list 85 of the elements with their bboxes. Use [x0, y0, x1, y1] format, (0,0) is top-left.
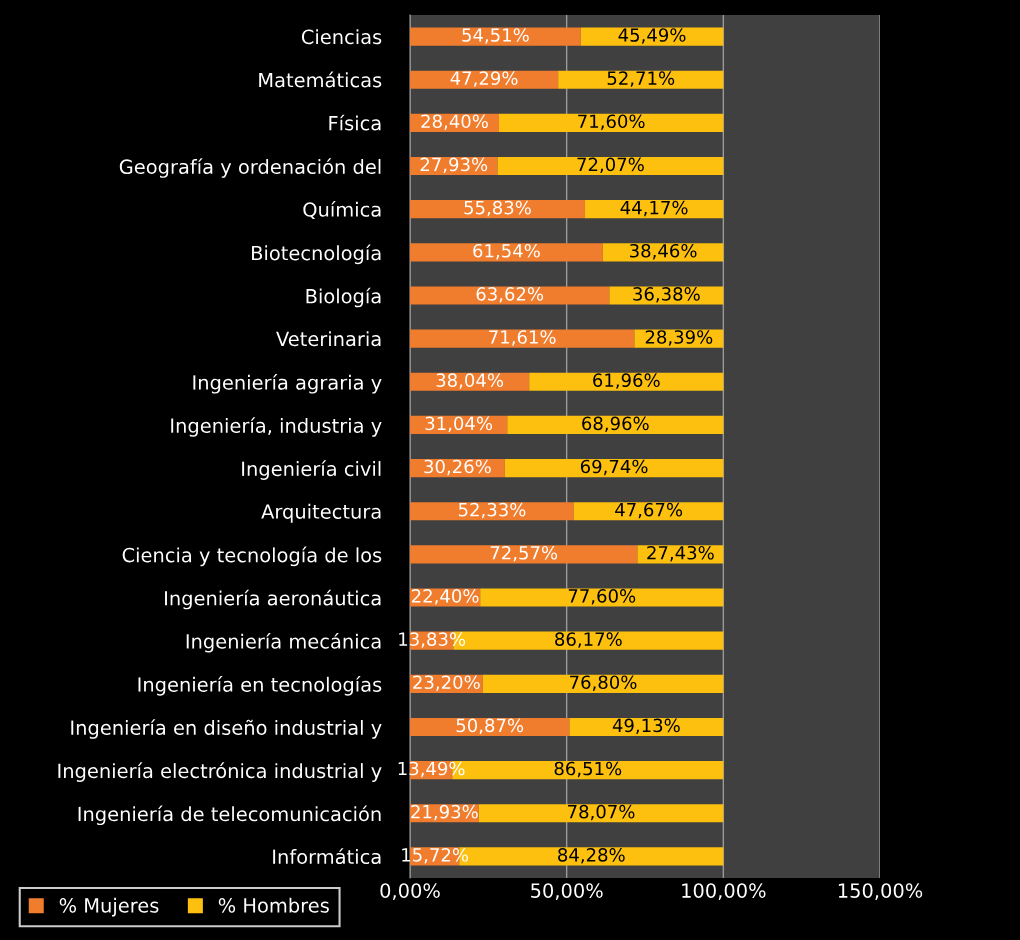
data-label: 47,29%	[450, 71, 518, 87]
y-tick-label: Ingeniería, industria y	[171, 417, 382, 437]
data-label: 86,51%	[554, 761, 622, 778]
data-label: 61,96%	[593, 373, 660, 389]
data-label: 45,49%	[618, 28, 686, 44]
bar	[410, 502, 574, 521]
y-tick-label: Ingeniería aeronáutica	[165, 589, 381, 610]
data-label: 52,71%	[607, 71, 675, 87]
bar	[478, 804, 724, 823]
y-tick-label: Arquitectura	[261, 503, 381, 523]
bar	[410, 243, 603, 262]
data-label: 49,13%	[612, 718, 680, 735]
data-label: 71,61%	[489, 330, 556, 346]
data-label: 28,40%	[421, 114, 488, 130]
data-label: 38,04%	[436, 373, 504, 389]
y-tick-label: Física	[329, 114, 381, 131]
data-label: 30,26%	[424, 459, 491, 476]
data-label: 84,28%	[558, 848, 625, 864]
y-tick-label: Biología	[306, 287, 381, 308]
bar	[497, 156, 724, 176]
data-label: 72,57%	[490, 545, 558, 562]
y-tick-label: Ciencias	[301, 29, 382, 45]
x-tick-label: 100,00%	[682, 883, 766, 900]
data-label: 72,07%	[577, 157, 644, 174]
data-label: 22,40%	[411, 589, 479, 605]
bar	[498, 113, 724, 132]
bar	[410, 200, 585, 219]
data-label: 36,38%	[633, 287, 700, 303]
data-label: 21,93%	[411, 804, 478, 821]
data-label: 44,17%	[620, 200, 688, 217]
x-tick-label: 0,00%	[380, 883, 440, 900]
data-label: 61,54%	[473, 243, 540, 260]
data-label: 47,67%	[615, 502, 683, 519]
bar	[410, 717, 570, 737]
y-tick-label: Ingeniería agraria y	[193, 374, 382, 394]
legend-label: % Hombres	[218, 897, 329, 913]
y-tick-label: Ciencia y tecnología de los	[122, 546, 382, 567]
y-tick-label: Ingeniería en diseño industrial y	[71, 719, 382, 739]
data-label: 52,33%	[458, 502, 526, 519]
y-tick-label: Matemáticas	[259, 71, 382, 88]
y-tick-label: Biotecnología	[252, 244, 381, 265]
data-label: 31,04%	[425, 416, 493, 433]
y-tick-label: Geografía y ordenación del	[119, 158, 381, 178]
data-label: 68,96%	[582, 416, 649, 433]
data-label: 55,83%	[464, 200, 531, 217]
data-label: 27,43%	[647, 545, 714, 562]
data-label: 50,87%	[456, 718, 524, 735]
data-label: 86,17%	[555, 632, 622, 648]
bar	[529, 372, 724, 391]
data-label: 77,60%	[568, 589, 636, 605]
data-label: 69,74%	[580, 459, 648, 476]
bar	[482, 674, 724, 693]
bar	[410, 27, 581, 46]
data-label: 78,07%	[568, 804, 635, 821]
data-label: 23,20%	[413, 675, 480, 691]
y-tick-label: Ingeniería civil	[242, 460, 381, 480]
y-tick-label: Ingeniería en tecnologías	[138, 676, 382, 696]
data-label: 71,60%	[578, 114, 645, 130]
bar	[584, 200, 724, 219]
bar	[569, 717, 724, 737]
legend-label: % Mujeres	[59, 897, 159, 917]
y-tick-label: Química	[303, 201, 381, 220]
bar	[573, 502, 724, 521]
y-tick-label: Ingeniería de telecomunicación	[78, 805, 381, 826]
data-label: 28,39%	[645, 330, 713, 346]
y-tick-label: Ingeniería electrónica industrial y	[58, 762, 382, 782]
x-tick-label: 50,00%	[531, 883, 603, 900]
y-tick-label: Informática	[273, 848, 381, 865]
bar	[504, 459, 724, 478]
data-label: 38,46%	[630, 243, 697, 260]
bar	[507, 415, 724, 434]
data-label: 27,93%	[420, 157, 488, 174]
y-tick-label: Ingeniería mecánica	[186, 632, 381, 653]
x-tick-label: 150,00%	[838, 883, 923, 900]
data-label: 63,62%	[476, 287, 544, 303]
bar	[410, 545, 638, 564]
bar	[609, 286, 724, 305]
data-label: 54,51%	[462, 28, 529, 44]
data-label: 76,80%	[570, 675, 637, 691]
bar	[410, 70, 559, 89]
bar	[480, 588, 724, 607]
y-tick-label: Veterinaria	[276, 331, 381, 347]
bar	[410, 286, 610, 305]
bar	[558, 70, 724, 89]
bar	[410, 329, 635, 348]
